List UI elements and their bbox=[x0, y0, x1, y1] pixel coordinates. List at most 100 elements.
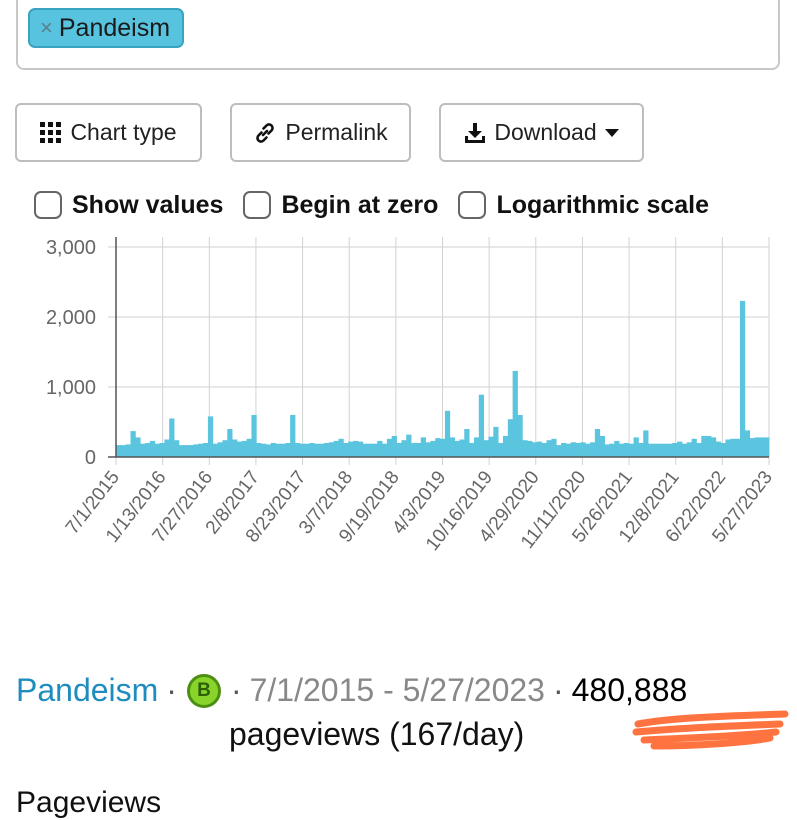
quality-badge-icon: B bbox=[186, 673, 221, 708]
bar bbox=[633, 437, 639, 457]
begin-at-zero-checkbox[interactable] bbox=[243, 191, 272, 219]
bar bbox=[304, 443, 310, 457]
log-scale-checkbox[interactable] bbox=[458, 191, 487, 219]
bar bbox=[440, 438, 446, 457]
show-values-label: Show values bbox=[72, 190, 224, 219]
bar bbox=[319, 443, 325, 457]
bar bbox=[648, 443, 654, 457]
bar bbox=[333, 440, 339, 457]
bar bbox=[149, 440, 156, 457]
bar bbox=[483, 440, 489, 457]
bar bbox=[309, 443, 315, 457]
bar bbox=[691, 438, 697, 457]
bar bbox=[623, 443, 630, 457]
bar bbox=[203, 443, 209, 457]
pageviews-chart: 01,0002,0003,0007/1/20151/13/20167/27/20… bbox=[46, 237, 777, 555]
chart-type-button[interactable]: Chart type bbox=[15, 103, 202, 162]
bar bbox=[193, 444, 199, 457]
bar bbox=[328, 442, 335, 457]
bar bbox=[159, 443, 165, 457]
bar bbox=[502, 436, 509, 457]
bar bbox=[585, 443, 591, 457]
bar bbox=[546, 440, 552, 457]
bar bbox=[270, 443, 277, 457]
bar bbox=[744, 430, 751, 457]
y-tick-label: 2,000 bbox=[46, 307, 96, 329]
bar bbox=[715, 441, 722, 457]
bar bbox=[454, 440, 460, 457]
bar bbox=[570, 442, 576, 457]
bar bbox=[227, 429, 233, 457]
bar bbox=[362, 443, 368, 457]
bar bbox=[411, 443, 417, 457]
bar bbox=[628, 443, 634, 457]
bar bbox=[236, 441, 243, 457]
bar bbox=[590, 442, 596, 457]
bar bbox=[561, 443, 567, 457]
permalink-button[interactable]: Permalink bbox=[230, 103, 411, 162]
bar bbox=[232, 439, 238, 457]
y-tick-label: 0 bbox=[85, 447, 96, 469]
show-values-option[interactable]: Show values bbox=[34, 191, 223, 220]
bar bbox=[130, 431, 136, 457]
bar bbox=[565, 443, 572, 457]
begin-at-zero-option[interactable]: Begin at zero bbox=[243, 191, 438, 220]
begin-at-zero-label: Begin at zero bbox=[281, 190, 439, 219]
bar bbox=[662, 443, 668, 457]
bar bbox=[217, 442, 223, 457]
article-link[interactable]: Pandeism bbox=[16, 672, 159, 708]
bar bbox=[188, 445, 194, 457]
bar bbox=[701, 436, 707, 457]
bar bbox=[594, 429, 601, 457]
download-label: Download bbox=[494, 119, 597, 145]
bar bbox=[599, 436, 605, 457]
bar bbox=[686, 442, 693, 457]
bar bbox=[323, 443, 330, 457]
bar bbox=[372, 443, 378, 457]
tag-remove-icon[interactable]: × bbox=[40, 15, 53, 40]
bar bbox=[580, 442, 586, 457]
bar bbox=[614, 440, 620, 457]
bar bbox=[420, 437, 426, 457]
bar bbox=[386, 438, 393, 457]
bar bbox=[174, 440, 180, 457]
bar bbox=[246, 438, 252, 457]
bar bbox=[135, 437, 141, 457]
article-tag[interactable]: × Pandeism bbox=[28, 8, 185, 48]
bar bbox=[178, 445, 185, 457]
download-icon bbox=[465, 122, 486, 143]
bar bbox=[739, 300, 746, 457]
bar bbox=[444, 410, 451, 457]
bar bbox=[415, 443, 422, 457]
bar bbox=[522, 440, 528, 457]
bar bbox=[280, 443, 286, 457]
download-button[interactable]: Download bbox=[439, 103, 644, 162]
bar bbox=[449, 437, 455, 457]
bar bbox=[396, 443, 402, 457]
bar bbox=[725, 439, 731, 457]
bar bbox=[638, 443, 644, 457]
bar bbox=[469, 443, 475, 457]
bar bbox=[672, 443, 678, 457]
bar bbox=[619, 443, 625, 457]
bar bbox=[507, 419, 514, 457]
bar bbox=[140, 443, 146, 457]
bar bbox=[212, 443, 218, 457]
bar bbox=[551, 438, 557, 457]
bar bbox=[241, 440, 247, 457]
grid-icon bbox=[40, 121, 62, 143]
log-scale-option[interactable]: Logarithmic scale bbox=[458, 191, 709, 220]
bar bbox=[251, 415, 257, 457]
bar bbox=[473, 437, 480, 457]
article-search-box[interactable] bbox=[16, 0, 780, 70]
bar bbox=[314, 443, 320, 457]
chart-options: Show values Begin at zero Logarithmic sc… bbox=[34, 188, 729, 222]
bar bbox=[116, 445, 122, 457]
bar bbox=[435, 438, 441, 457]
bar bbox=[120, 445, 127, 457]
show-values-checkbox[interactable] bbox=[34, 191, 62, 219]
total-pageviews: 480,888 bbox=[571, 672, 688, 708]
bar bbox=[164, 439, 170, 457]
bar bbox=[556, 445, 562, 457]
bar bbox=[290, 415, 296, 457]
